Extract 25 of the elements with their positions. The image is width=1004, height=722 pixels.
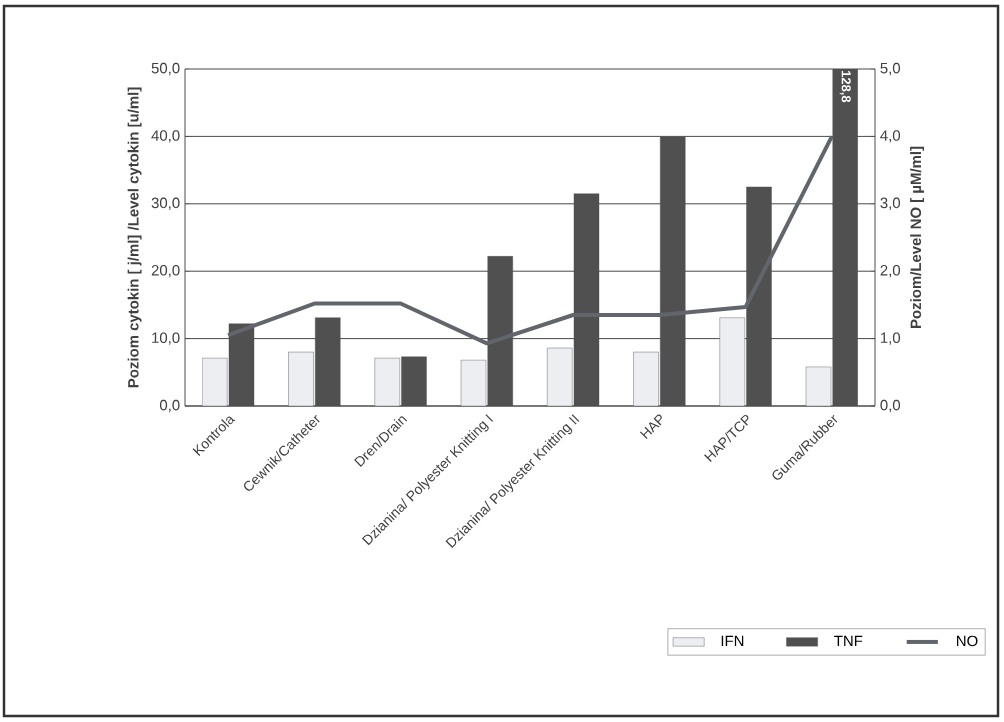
legend-label: IFN xyxy=(721,635,744,647)
y2-tick-label: 5,0 xyxy=(880,62,901,76)
bar xyxy=(547,347,573,406)
y2-tick-label: 3,0 xyxy=(880,197,901,210)
y2-tick-label: 2,0 xyxy=(880,265,901,278)
y-tick-label: 40,0 xyxy=(151,130,180,143)
legend-label: NO xyxy=(957,635,978,647)
line-series xyxy=(226,134,834,346)
y-axis-title: Poziom cytokin [ j/ml] /Level cytokin [u/ml] xyxy=(127,87,142,388)
bar xyxy=(633,351,659,406)
y-tick-label: 20,0 xyxy=(151,265,180,278)
y-tick-label: 30,0 xyxy=(151,197,180,210)
bar xyxy=(719,317,745,406)
y2-axis-title: Poziom/Level NO [ µM/ml] xyxy=(910,146,925,328)
y2-tick-label: 0,0 xyxy=(880,399,901,413)
bar xyxy=(288,351,314,406)
annotation: 128,8 xyxy=(839,71,851,103)
bar xyxy=(202,357,228,406)
bar xyxy=(374,357,400,406)
y-tick-label: 0,0 xyxy=(159,399,180,413)
y2-tick-label: 4,0 xyxy=(880,130,901,143)
y2-tick-label: 1,0 xyxy=(880,332,901,345)
legend-label: TNF xyxy=(834,635,863,647)
y-tick-label: 50,0 xyxy=(151,62,180,76)
y-tick-label: 10,0 xyxy=(152,332,180,345)
